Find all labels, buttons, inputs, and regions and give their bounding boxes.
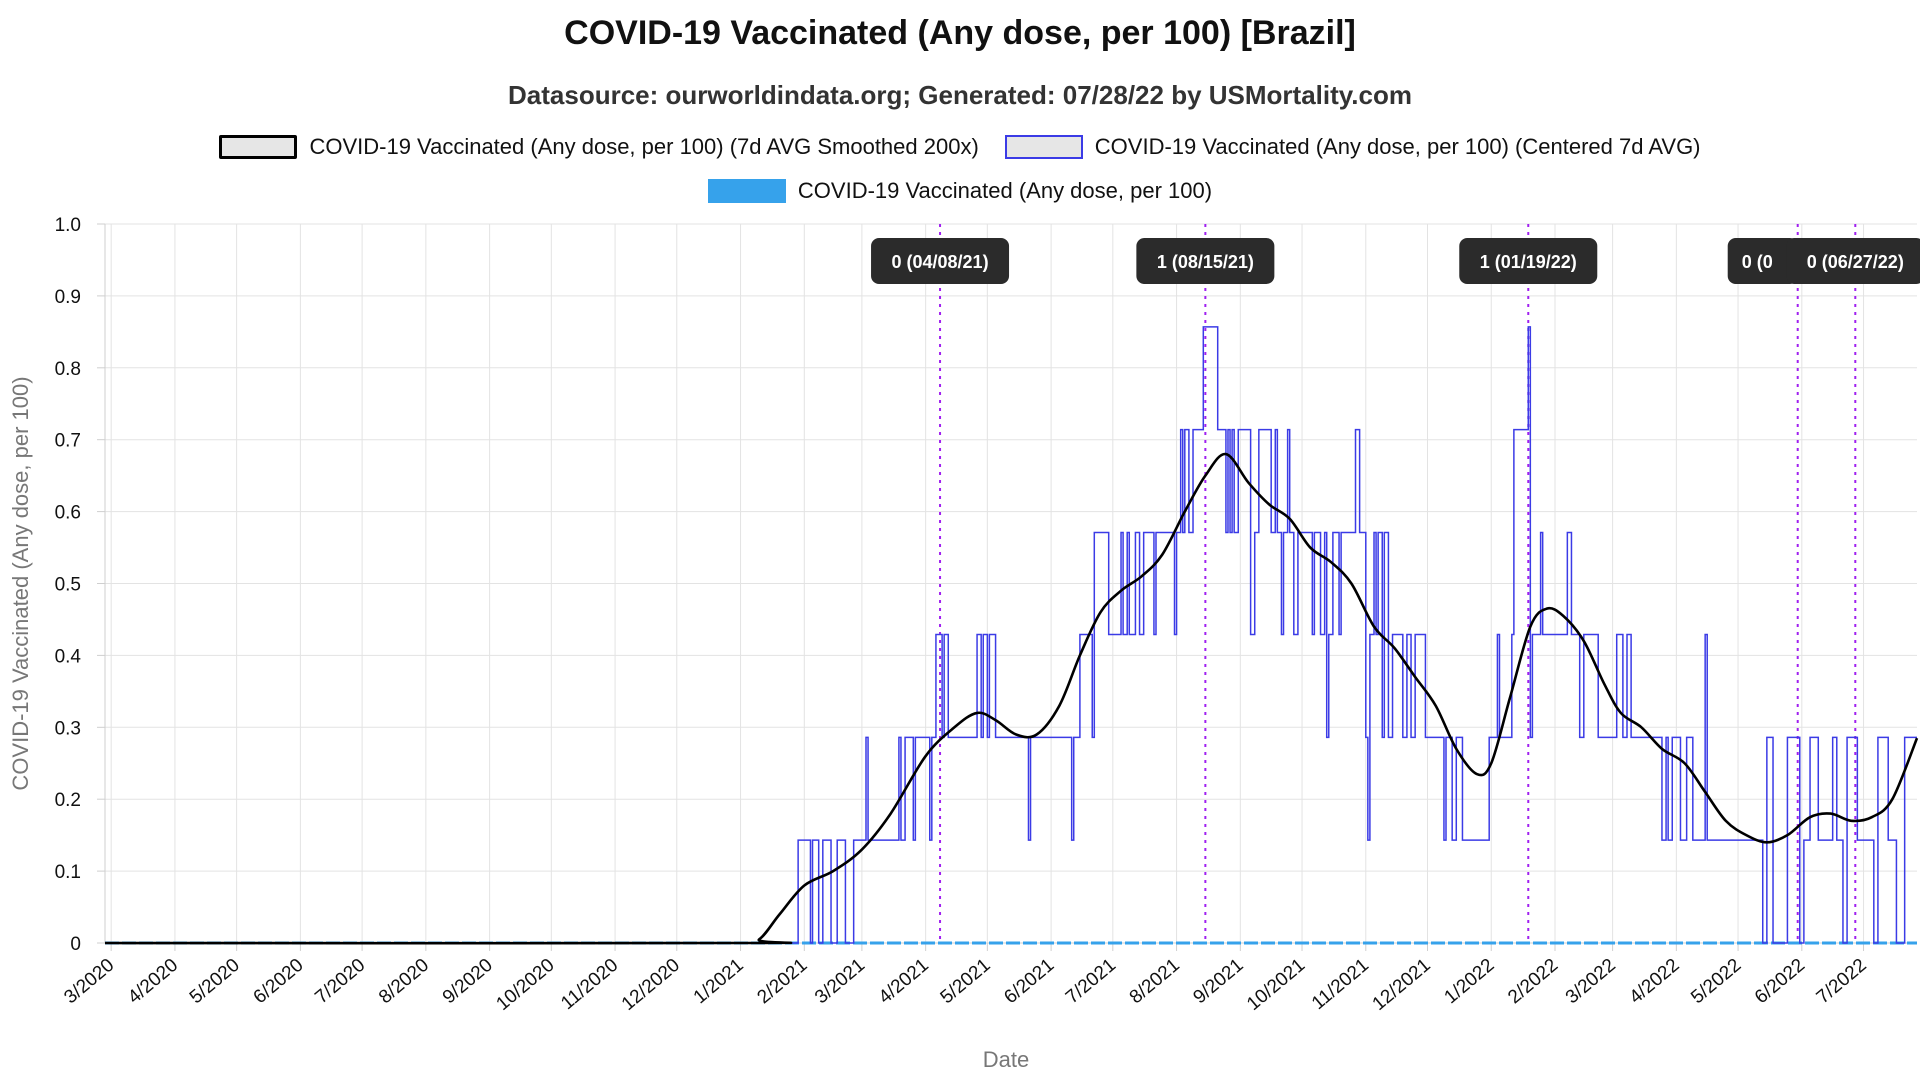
annotation-label: 0 (0 bbox=[1742, 252, 1773, 272]
legend-row-1: COVID-19 Vaccinated (Any dose, per 100) … bbox=[0, 134, 1920, 160]
annotation-label: 1 (08/15/21) bbox=[1157, 252, 1254, 272]
y-tick-label: 0.4 bbox=[55, 646, 82, 667]
legend-label-centered: COVID-19 Vaccinated (Any dose, per 100) … bbox=[1094, 134, 1701, 159]
y-tick-label: 0.8 bbox=[55, 359, 81, 380]
x-tick-label: 1/2022 bbox=[1440, 955, 1498, 1008]
x-tick-label: 8/2020 bbox=[375, 955, 433, 1008]
x-tick-label: 2/2022 bbox=[1504, 955, 1562, 1008]
legend-item-centered[interactable]: COVID-19 Vaccinated (Any dose, per 100) … bbox=[1004, 134, 1701, 160]
x-tick-label: 3/2021 bbox=[811, 955, 869, 1008]
y-tick-label: 0.7 bbox=[55, 431, 81, 452]
x-tick-label: 7/2022 bbox=[1813, 955, 1871, 1008]
x-axis-title: Date bbox=[983, 1047, 1029, 1072]
chart-subtitle: Datasource: ourworldindata.org; Generate… bbox=[508, 80, 1412, 110]
x-tick-label: 7/2021 bbox=[1062, 955, 1120, 1008]
x-tick-label: 11/2020 bbox=[557, 955, 622, 1014]
annotation-box bbox=[1727, 238, 1798, 284]
x-tick-label: 6/2021 bbox=[1000, 955, 1058, 1008]
x-tick-label: 4/2021 bbox=[875, 955, 933, 1008]
legend-swatch-smoothed bbox=[219, 135, 298, 159]
legend-item-smoothed[interactable]: COVID-19 Vaccinated (Any dose, per 100) … bbox=[219, 134, 979, 160]
x-tick-label: 8/2021 bbox=[1126, 955, 1184, 1008]
x-tick-label: 12/2021 bbox=[1369, 955, 1435, 1015]
x-tick-label: 3/2022 bbox=[1562, 955, 1620, 1008]
y-tick-label: 0 bbox=[70, 934, 81, 955]
annotation-box bbox=[1786, 238, 1920, 284]
x-tick-label: 6/2020 bbox=[250, 955, 308, 1008]
y-tick-label: 1.0 bbox=[55, 215, 81, 236]
legend-label-smoothed: COVID-19 Vaccinated (Any dose, per 100) … bbox=[309, 134, 979, 159]
annotation-label: 0 (06/27/22) bbox=[1807, 252, 1904, 272]
annotation-box bbox=[1459, 238, 1598, 284]
series-line-centered bbox=[105, 326, 1917, 944]
y-tick-label: 0.6 bbox=[55, 503, 81, 524]
x-tick-label: 4/2022 bbox=[1626, 955, 1684, 1008]
x-tick-label: 1/2021 bbox=[690, 955, 748, 1008]
annotation-label: 1 (01/19/22) bbox=[1480, 252, 1577, 272]
x-tick-label: 3/2020 bbox=[60, 955, 118, 1008]
x-tick-label: 10/2021 bbox=[1243, 955, 1309, 1015]
y-axis-title: COVID-19 Vaccinated (Any dose, per 100) bbox=[8, 376, 33, 790]
legend-item-raw[interactable]: COVID-19 Vaccinated (Any dose, per 100) bbox=[707, 178, 1213, 204]
x-tick-label: 10/2020 bbox=[492, 955, 558, 1015]
annotation-label: 0 (04/08/21) bbox=[892, 252, 989, 272]
series-line-smoothed bbox=[104, 452, 1919, 945]
x-tick-label: 6/2022 bbox=[1751, 955, 1809, 1008]
annotation-box bbox=[1136, 238, 1275, 284]
y-tick-label: 0.9 bbox=[55, 287, 81, 308]
y-tick-label: 0.5 bbox=[55, 575, 81, 596]
y-tick-label: 0.2 bbox=[55, 790, 81, 811]
x-tick-label: 2/2021 bbox=[753, 955, 811, 1008]
x-tick-label: 5/2022 bbox=[1687, 955, 1745, 1008]
x-tick-label: 9/2021 bbox=[1190, 955, 1248, 1008]
y-tick-label: 0.3 bbox=[55, 718, 81, 739]
legend-swatch-raw bbox=[707, 179, 786, 203]
x-tick-label: 5/2021 bbox=[937, 955, 995, 1008]
annotation-box bbox=[871, 238, 1010, 284]
x-tick-label: 4/2020 bbox=[124, 955, 182, 1008]
x-tick-label: 11/2021 bbox=[1308, 955, 1373, 1014]
legend-swatch-centered bbox=[1004, 135, 1083, 159]
x-tick-label: 9/2020 bbox=[439, 955, 497, 1008]
y-tick-label: 0.1 bbox=[55, 862, 81, 883]
x-tick-label: 12/2020 bbox=[618, 955, 684, 1015]
legend-label-raw: COVID-19 Vaccinated (Any dose, per 100) bbox=[797, 178, 1213, 203]
chart-title: COVID-19 Vaccinated (Any dose, per 100) … bbox=[564, 14, 1356, 52]
x-tick-label: 7/2020 bbox=[311, 955, 369, 1008]
legend-row-2: COVID-19 Vaccinated (Any dose, per 100) bbox=[0, 178, 1920, 204]
x-tick-label: 5/2020 bbox=[186, 955, 244, 1008]
